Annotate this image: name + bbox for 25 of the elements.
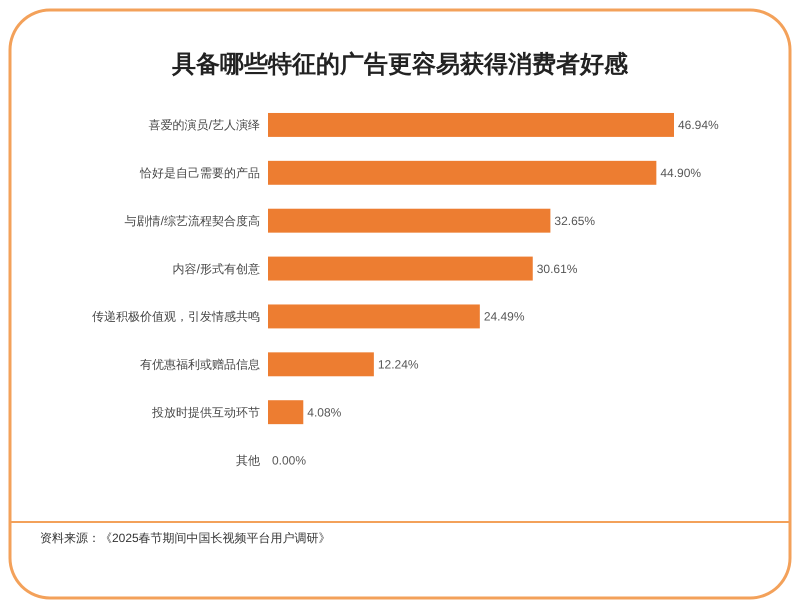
data-label: 12.24% [378, 358, 419, 372]
y-tick-label: 其他 [236, 453, 260, 468]
bar [268, 304, 480, 328]
text: 资料来源：《2025春节期间中国长视频平台用户调研》 [40, 531, 331, 545]
data-label: 32.65% [554, 214, 596, 228]
data-label: 24.49% [484, 310, 525, 324]
bar [268, 112, 674, 137]
y-tick-label: 有优惠福利或赠品信息 [140, 358, 260, 372]
data-label: 44.90% [660, 166, 702, 180]
y-tick-label: 传递积极价值观，引发情感共鸣 [92, 310, 260, 324]
y-tick-label: 喜爱的演员/艺人演绎 [148, 118, 260, 132]
bar [268, 160, 656, 185]
bar [268, 256, 533, 281]
y-tick-label: 内容/形式有创意 [172, 262, 260, 276]
y-tick-label: 恰好是自己需要的产品 [139, 166, 260, 180]
data-label: 46.94% [678, 118, 720, 132]
bar [268, 352, 374, 376]
data-label: 0.00% [272, 453, 306, 468]
data-label: 30.61% [536, 262, 578, 276]
data-label: 4.08% [307, 405, 342, 420]
y-tick-label: 与剧情/综艺流程契合度高 [124, 214, 260, 228]
bar [268, 400, 304, 424]
bar [268, 208, 550, 233]
y-tick-label: 投放时提供互动环节 [151, 405, 260, 420]
chart-title: 具备哪些特征的广告更容易获得消费者好感 [171, 51, 629, 78]
